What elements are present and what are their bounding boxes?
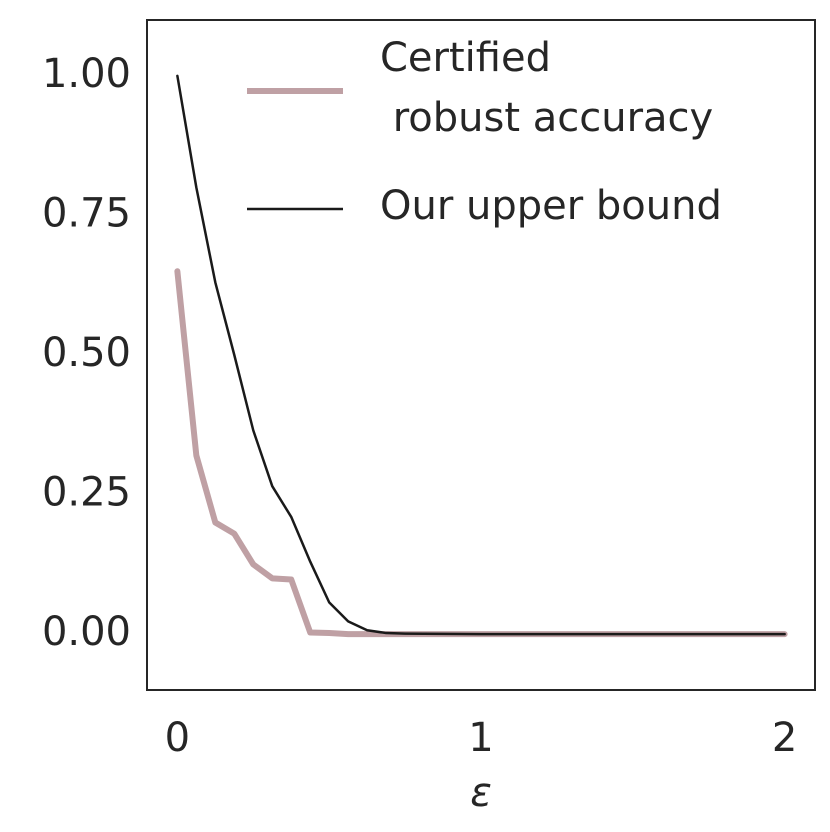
y-tick-label: 0.00 (42, 609, 131, 655)
legend-label: Our upper bound (380, 183, 722, 229)
x-tick-label: 0 (165, 715, 190, 761)
x-tick-label: 2 (772, 715, 797, 761)
series-line (176, 74, 786, 636)
legend-label: Certified robust accuracy (380, 35, 714, 141)
x-axis-label: ε (470, 770, 492, 816)
y-tick-label: 1.00 (42, 51, 131, 97)
series-line (174, 268, 788, 638)
y-tick-label: 0.50 (42, 330, 131, 376)
plot-frame (146, 19, 816, 691)
y-tick-label: 0.25 (42, 470, 131, 516)
x-tick-label: 1 (468, 715, 493, 761)
y-tick-label: 0.75 (42, 190, 131, 236)
